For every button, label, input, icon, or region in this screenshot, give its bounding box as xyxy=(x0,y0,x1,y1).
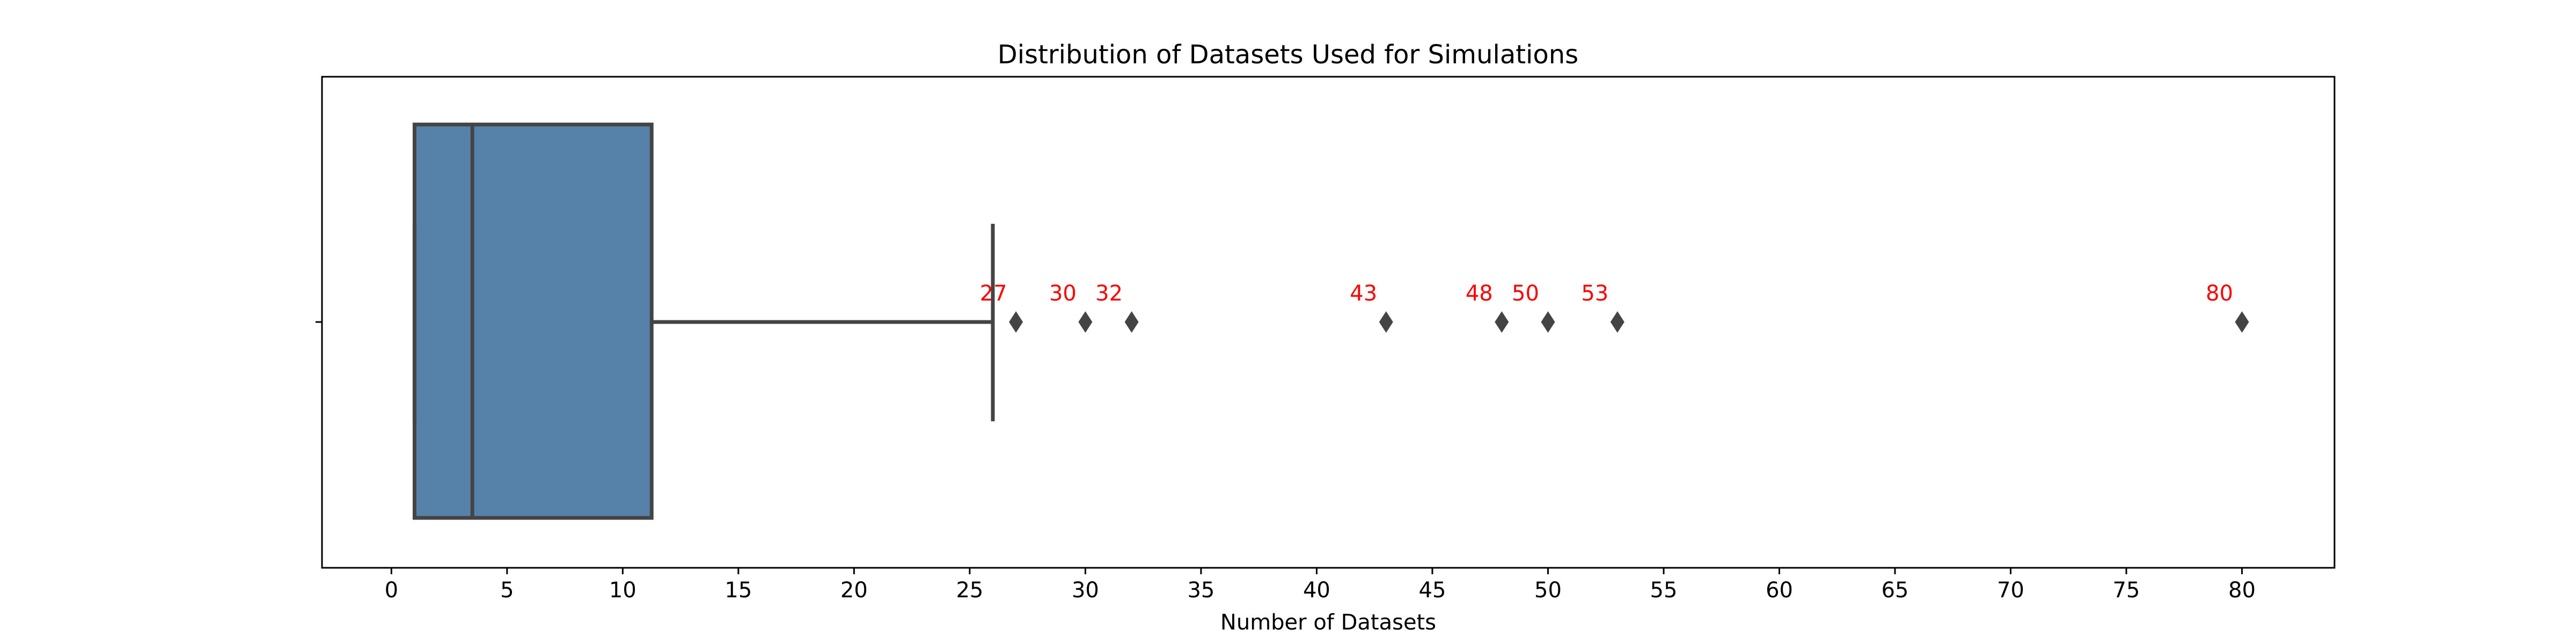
x-axis-label: Number of Datasets xyxy=(1220,610,1436,635)
outlier-label: 43 xyxy=(1350,281,1377,306)
x-tick-label: 65 xyxy=(1882,578,1909,603)
x-tick-label: 10 xyxy=(609,578,636,603)
x-tick-label: 55 xyxy=(1650,578,1678,603)
outlier-point xyxy=(1541,311,1555,333)
x-tick-label: 50 xyxy=(1534,578,1562,603)
outlier-point xyxy=(1078,311,1093,333)
x-tick-label: 30 xyxy=(1072,578,1099,603)
chart-title: Distribution of Datasets Used for Simula… xyxy=(998,40,1578,70)
outlier-label: 32 xyxy=(1095,281,1123,306)
x-axis: 0 5 10 15 20 25 30 35 40 45 50 55 60 65 70 75 80 xyxy=(385,568,2256,603)
x-tick-label: 15 xyxy=(724,578,752,603)
outlier-point xyxy=(1495,311,1509,333)
outlier-point xyxy=(1610,311,1624,333)
x-tick-label: 70 xyxy=(1997,578,2024,603)
x-tick-label: 45 xyxy=(1419,578,1446,603)
x-tick-label: 25 xyxy=(956,578,983,603)
outlier-label: 53 xyxy=(1581,281,1608,306)
outlier-label: 80 xyxy=(2206,281,2233,306)
iqr-box xyxy=(412,122,654,520)
x-tick-label: 80 xyxy=(2228,578,2256,603)
x-tick-label: 40 xyxy=(1303,578,1330,603)
x-tick-label: 60 xyxy=(1766,578,1793,603)
x-tick-label: 20 xyxy=(840,578,868,603)
outlier-label: 50 xyxy=(1512,281,1539,306)
outlier-label: 48 xyxy=(1466,281,1493,306)
x-tick-label: 0 xyxy=(385,578,398,603)
outlier-label: 27 xyxy=(980,281,1007,306)
outlier-label: 30 xyxy=(1049,281,1077,306)
outlier-point xyxy=(1009,311,1023,333)
x-tick-label: 35 xyxy=(1187,578,1214,603)
plot-area: 27 30 32 43 48 50 53 80 xyxy=(412,122,2249,520)
x-tick-label: 75 xyxy=(2113,578,2140,603)
outlier-point xyxy=(1124,311,1139,333)
outlier-point xyxy=(2235,311,2249,333)
x-tick-label: 5 xyxy=(500,578,514,603)
outlier-point xyxy=(1379,311,1393,333)
